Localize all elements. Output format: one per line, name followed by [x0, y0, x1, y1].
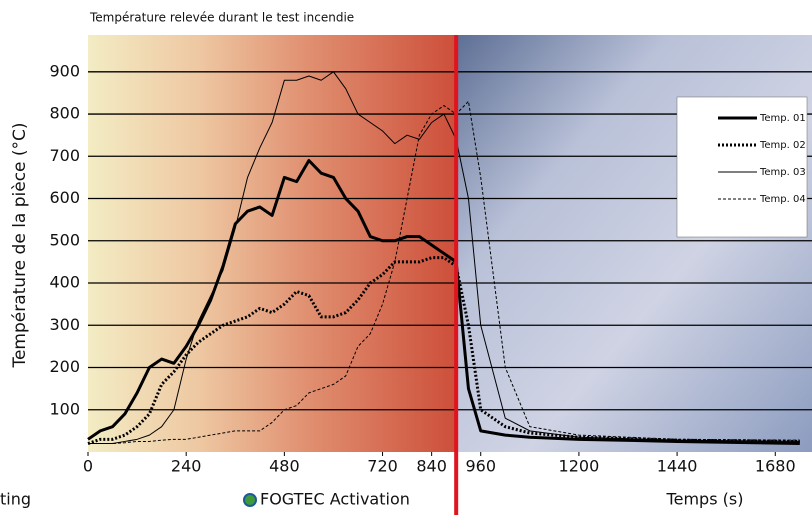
x-tick-label: 960: [465, 457, 496, 476]
x-tick-label: 480: [269, 457, 300, 476]
legend-label: Temp. 02: [759, 140, 806, 151]
y-tick-label: 400: [49, 273, 80, 292]
y-tick-label: 300: [49, 315, 80, 334]
legend-label: Temp. 01: [759, 113, 806, 124]
y-axis-label: Température de la pièce (°C): [10, 122, 30, 368]
y-tick-label: 800: [49, 104, 80, 123]
x-tick-label: 720: [367, 457, 398, 476]
y-tick-label: 200: [49, 357, 80, 376]
page: Température relevée durant le test incen…: [0, 0, 812, 515]
chart-title: Température relevée durant le test incen…: [89, 11, 354, 25]
x-tick-label: 840: [416, 457, 447, 476]
x-tick-label: 1440: [657, 457, 698, 476]
y-tick-label: 900: [49, 61, 80, 80]
legend-label: Temp. 04: [759, 194, 806, 205]
y-tick-label: 600: [49, 188, 80, 207]
x-tick-label: 240: [171, 457, 202, 476]
fogtec-icon: [244, 494, 256, 506]
legend-label: Temp. 03: [759, 167, 806, 178]
x-axis-label: Temps (s): [666, 490, 744, 509]
chart: Température relevée durant le test incen…: [0, 0, 812, 515]
heat-background: [88, 35, 456, 452]
x-tick-label: 0: [83, 457, 93, 476]
y-tick-label: 500: [49, 230, 80, 249]
annotation: FOGTEC Activation: [260, 490, 410, 509]
x-tick-label: 1680: [755, 457, 796, 476]
y-tick-label: 100: [49, 399, 80, 418]
x-tick-label: 1200: [559, 457, 600, 476]
annotation: ting: [0, 490, 31, 509]
legend: Temp. 01 Temp. 02 Temp. 03 Temp. 04: [677, 97, 807, 237]
y-tick-label: 700: [49, 146, 80, 165]
